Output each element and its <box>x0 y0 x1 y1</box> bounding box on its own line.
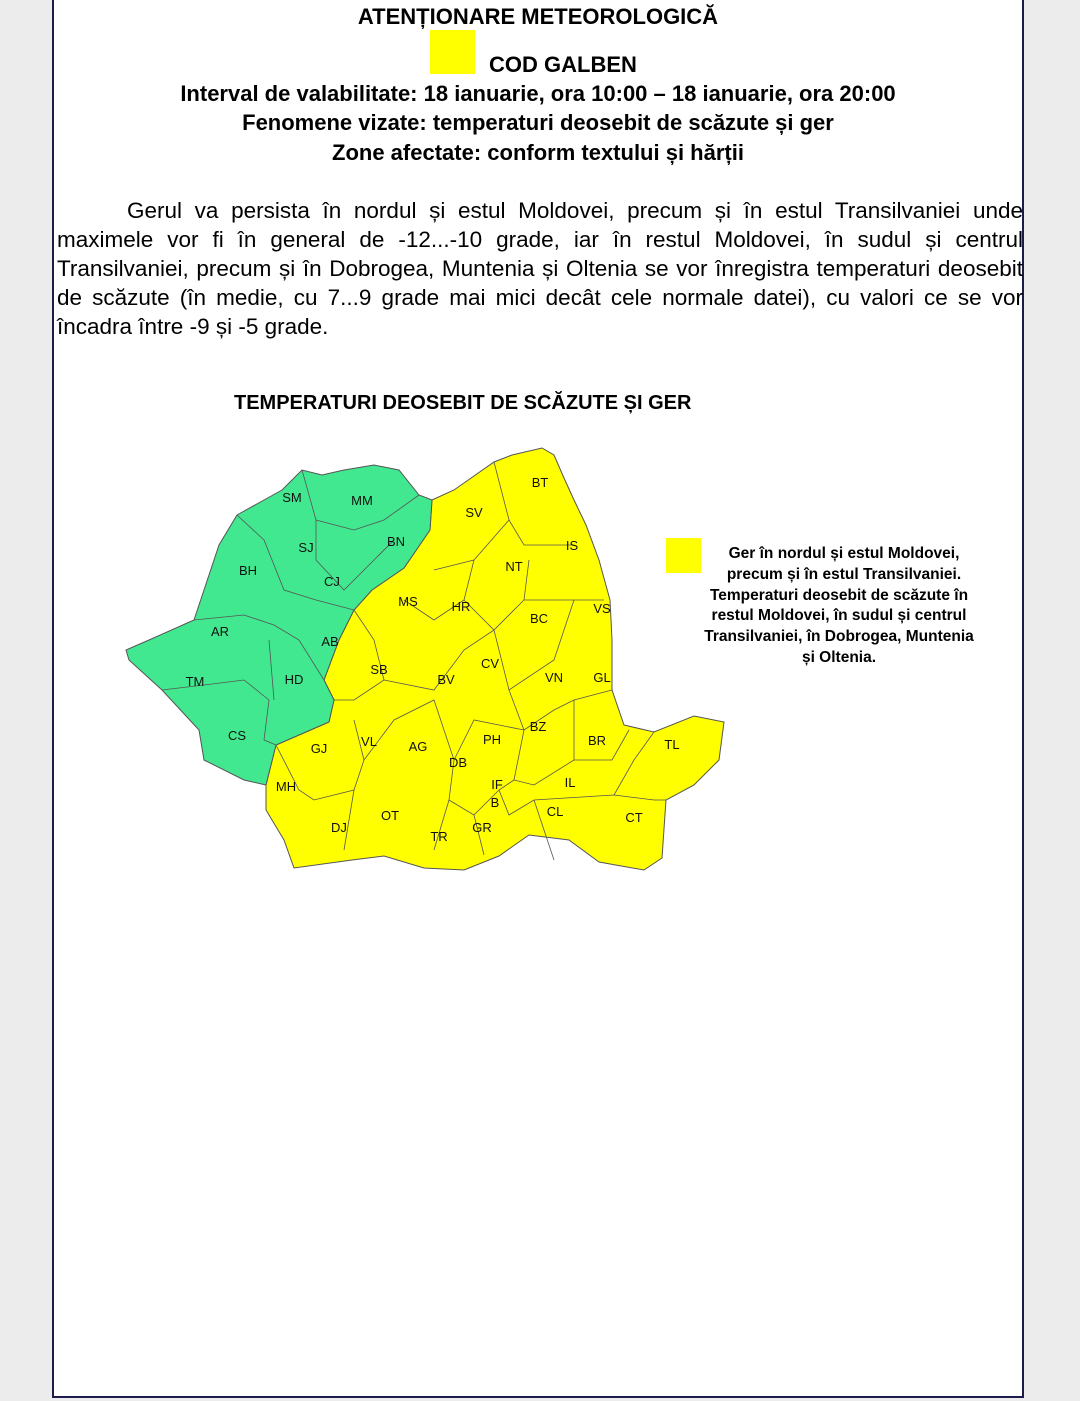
county-label-tm: TM <box>186 674 205 689</box>
county-label-sm: SM <box>282 490 302 505</box>
county-border <box>161 679 270 701</box>
county-label-tr: TR <box>430 829 447 844</box>
county-border <box>533 799 555 861</box>
code-label: COD GALBEN <box>489 52 637 77</box>
county-border <box>263 699 277 746</box>
county-label-nt: NT <box>505 559 522 574</box>
county-label-cj: CJ <box>324 574 340 589</box>
county-border <box>513 729 575 786</box>
phenomena: Fenomene vizate: temperaturi deosebit de… <box>242 110 834 135</box>
county-label-db: DB <box>449 755 467 770</box>
forecast-paragraph: Gerul va persista în nordul și estul Mol… <box>57 198 1023 339</box>
county-label-ag: AG <box>409 739 428 754</box>
county-label-bh: BH <box>239 563 257 578</box>
county-border <box>236 514 355 611</box>
county-label-cv: CV <box>481 656 499 671</box>
county-label-cs: CS <box>228 728 246 743</box>
county-label-bz: BZ <box>530 719 547 734</box>
alert-title: ATENȚIONARE METEOROLOGICĂ <box>357 4 719 29</box>
county-label-bn: BN <box>387 534 405 549</box>
county-label-mm: MM <box>351 493 373 508</box>
county-border <box>453 719 525 761</box>
county-border <box>275 719 365 801</box>
county-label-mh: MH <box>276 779 296 794</box>
county-label-tl: TL <box>664 737 679 752</box>
county-border <box>193 614 325 681</box>
validity-interval: Interval de valabilitate: 18 ianuarie, o… <box>180 81 896 106</box>
county-label-bv: BV <box>437 672 455 687</box>
county-label-br: BR <box>588 733 606 748</box>
county-border <box>268 639 275 701</box>
county-label-ab: AB <box>321 634 338 649</box>
county-label-bt: BT <box>532 475 549 490</box>
county-label-gj: GJ <box>311 741 328 756</box>
county-border <box>493 599 575 691</box>
county-label-sj: SJ <box>298 540 313 555</box>
map-legend: Ger în nordul și estul Moldovei, precum … <box>694 544 984 669</box>
county-label-hr: HR <box>452 599 471 614</box>
county-border <box>463 559 530 631</box>
county-label-ot: OT <box>381 808 399 823</box>
county-label-hd: HD <box>285 672 304 687</box>
county-border <box>508 689 613 731</box>
county-label-ar: AR <box>211 624 229 639</box>
county-border <box>363 699 455 851</box>
county-label-is: IS <box>566 538 579 553</box>
county-label-sv: SV <box>465 505 483 520</box>
county-border <box>315 520 395 591</box>
county-label-sb: SB <box>370 662 387 677</box>
county-label-vn: VN <box>545 670 563 685</box>
county-label-bc: BC <box>530 611 548 626</box>
legend-swatch <box>666 538 701 573</box>
legend-text-temperaturi: Temperaturi deosebit de scăzute în restu… <box>704 586 974 666</box>
county-border <box>343 789 355 851</box>
county-label-dj: DJ <box>331 820 347 835</box>
affected-zones: Zone afectate: conform textului și hărți… <box>332 140 744 165</box>
map-title: TEMPERATURI DEOSEBIT DE SCĂZUTE ȘI GER <box>234 392 692 414</box>
county-label-gr: GR <box>472 820 492 835</box>
yellow-code-swatch <box>430 30 475 74</box>
document-page: ATENȚIONARE METEOROLOGICĂ COD GALBEN Int… <box>52 0 1024 1398</box>
romania-warning-map: SM MM SJ BN BH CJ AR AB TM HD CS BT SV IS NT MS HR BC VS SB… <box>125 447 725 871</box>
county-label-vs: VS <box>593 601 611 616</box>
county-label-b: B <box>491 795 500 810</box>
county-label-if: IF <box>491 777 503 792</box>
county-borders <box>161 461 666 861</box>
county-label-ph: PH <box>483 732 501 747</box>
county-border <box>573 700 630 761</box>
county-border <box>613 731 655 796</box>
county-border <box>403 559 475 621</box>
county-label-ms: MS <box>398 594 418 609</box>
county-label-cl: CL <box>547 804 564 819</box>
county-label-gl: GL <box>593 670 610 685</box>
legend-text-ger: Ger în nordul și estul Moldovei, precum … <box>726 545 962 583</box>
county-label-il: IL <box>565 775 576 790</box>
county-border <box>493 461 574 546</box>
county-label-ct: CT <box>625 810 642 825</box>
county-border <box>301 469 420 531</box>
county-border <box>383 629 495 691</box>
county-label-vl: VL <box>361 734 377 749</box>
